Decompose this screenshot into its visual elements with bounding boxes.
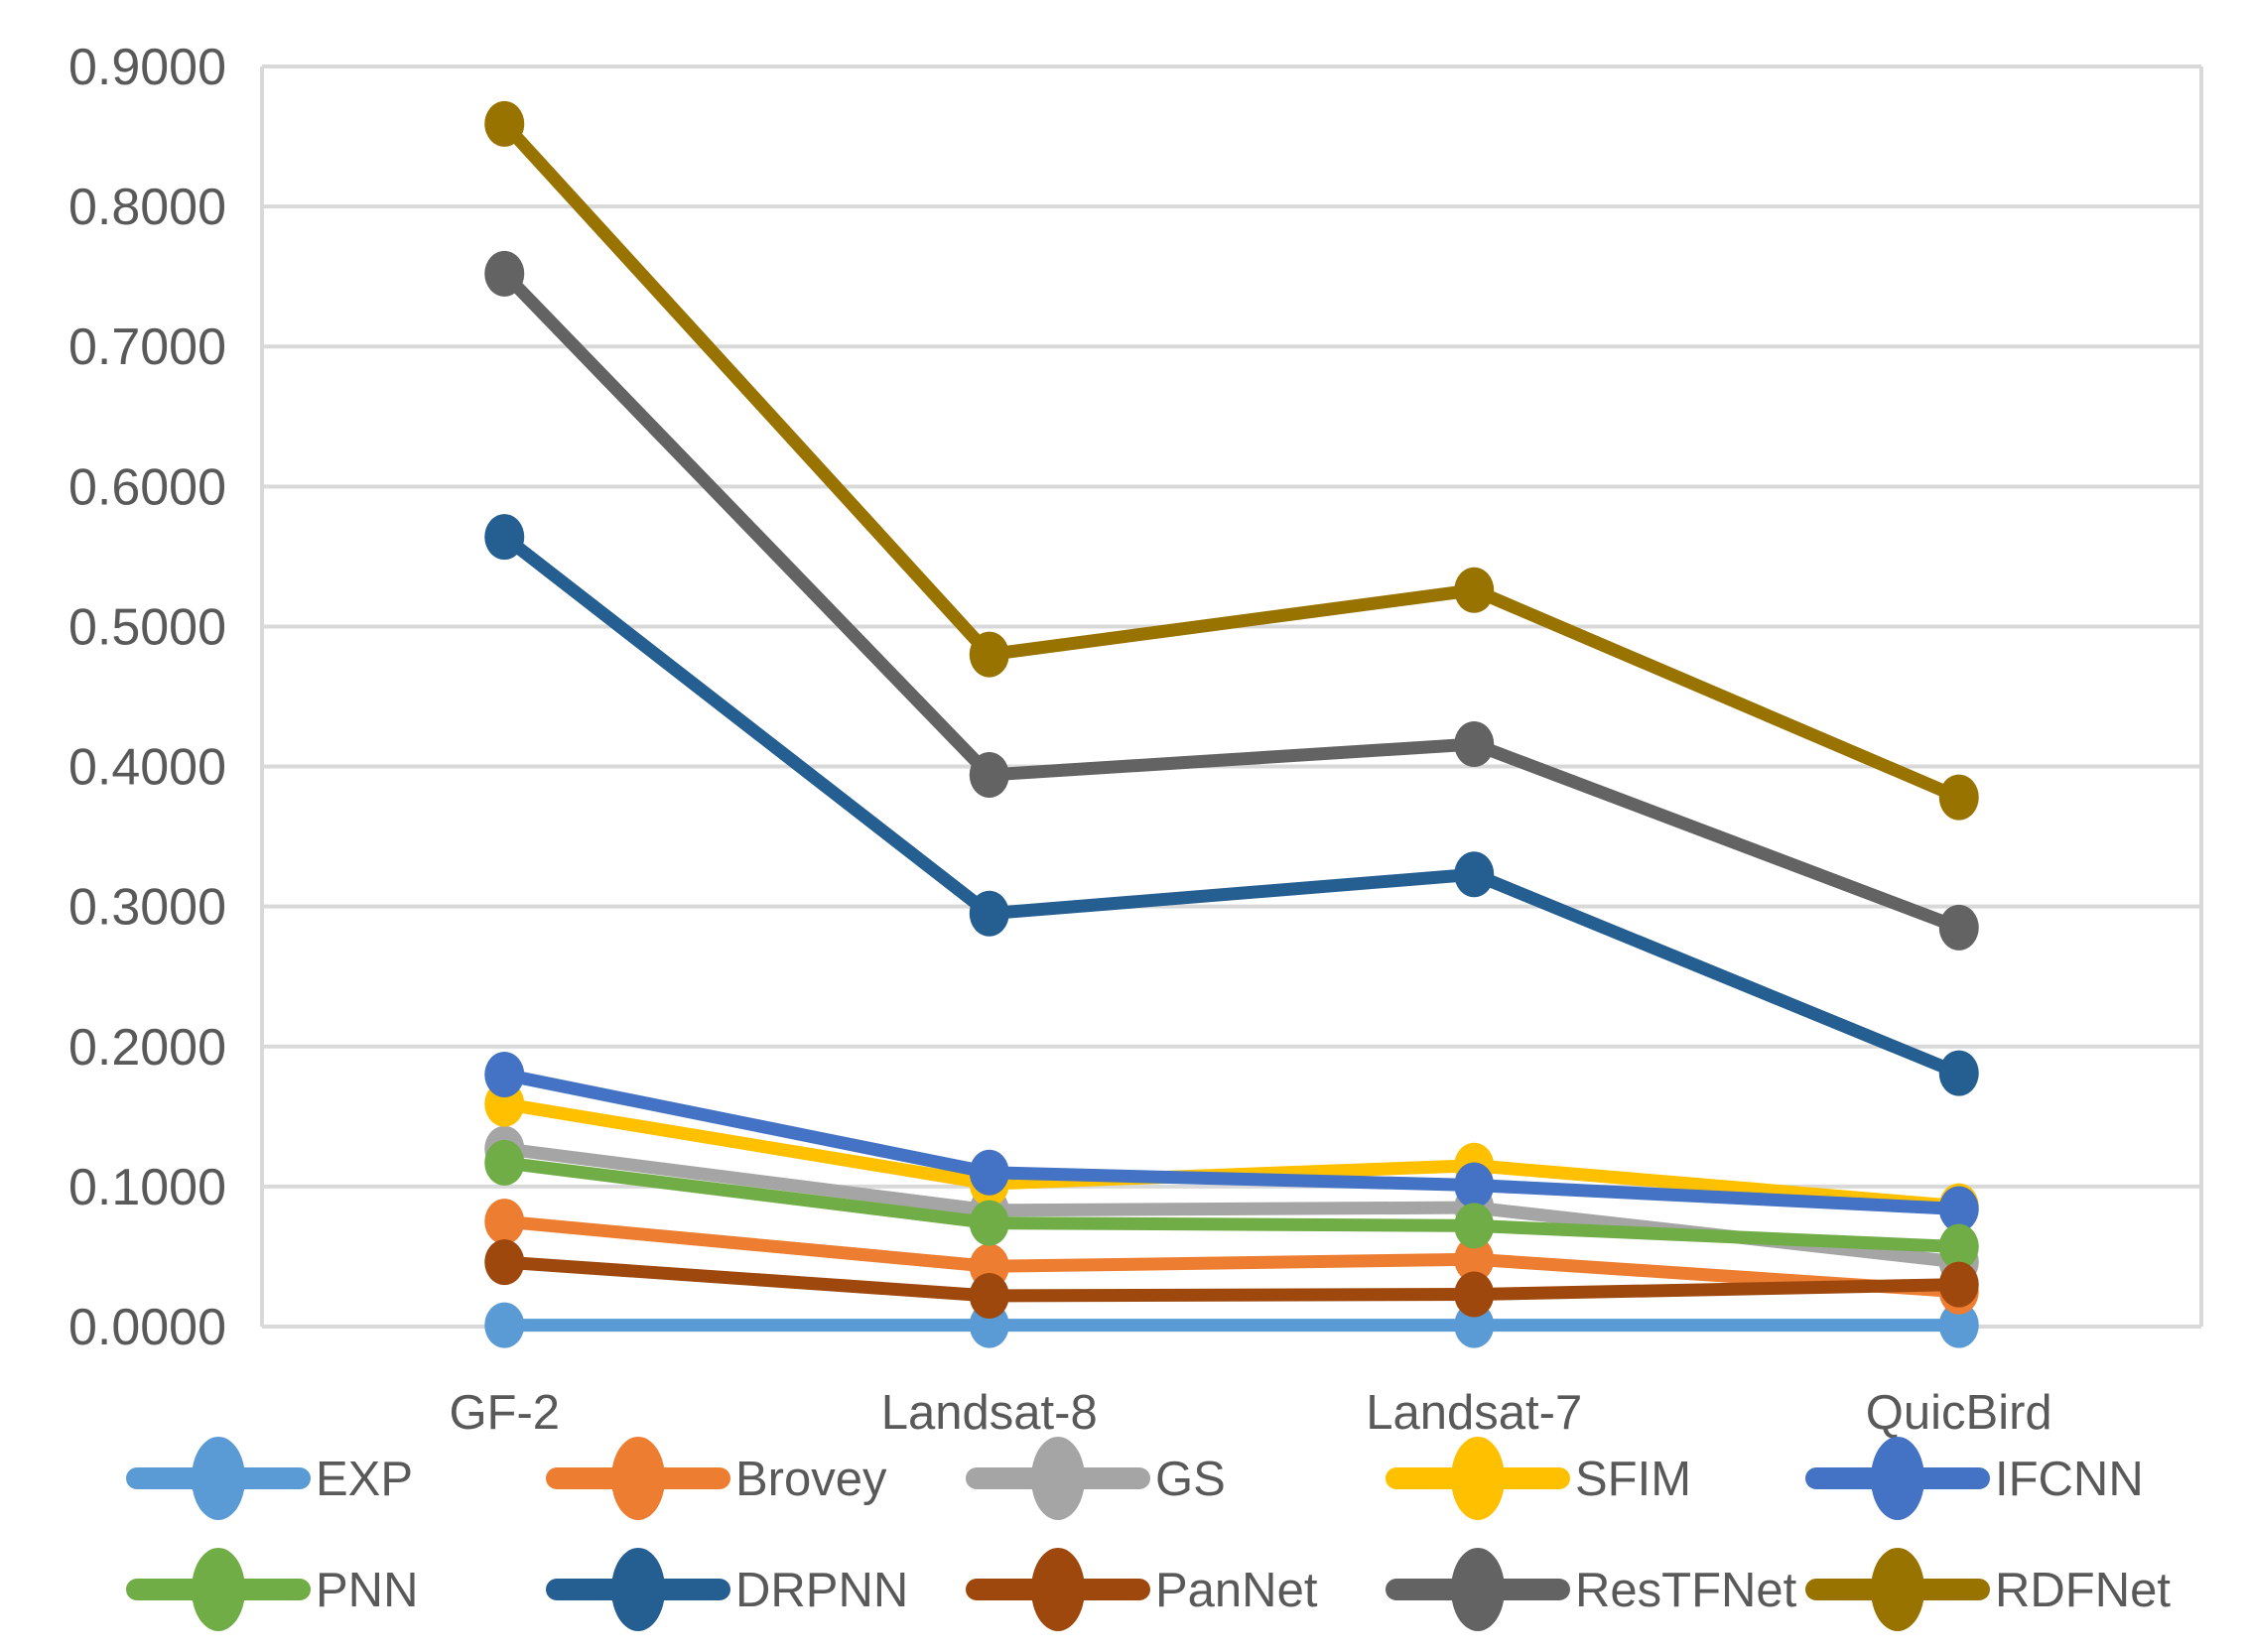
series-marker-restfnet <box>969 752 1009 799</box>
series-line-drpnn <box>497 530 1966 1080</box>
series-marker-drpnn <box>1454 851 1495 898</box>
series-marker-restfnet <box>484 250 525 297</box>
series-marker-ifcnn <box>484 1052 525 1097</box>
series-marker-rdfnet <box>1938 774 1979 821</box>
legend-item-gs: GS <box>966 1437 1226 1520</box>
legend-label: EXP <box>316 1453 413 1506</box>
series-marker-ifcnn <box>1454 1162 1495 1208</box>
series-marker-pannet <box>484 1239 525 1286</box>
legend-label: SFIM <box>1575 1453 1691 1506</box>
series-line-ifcnn <box>497 1068 1966 1215</box>
series-marker-exp <box>484 1302 525 1348</box>
series-line-brovey <box>497 1214 1966 1299</box>
series-marker-rdfnet <box>969 631 1009 678</box>
gridlines <box>262 64 2201 1329</box>
x-category-label: GF-2 <box>449 1386 560 1440</box>
legend-item-ifcnn: IFCNN <box>1805 1437 2144 1520</box>
legend-item-rdfnet: RDFNet <box>1805 1548 2171 1631</box>
series-marker-pannet <box>1938 1261 1979 1308</box>
series-marker-ifcnn <box>969 1149 1009 1196</box>
legend-label: RDFNet <box>1995 1564 2171 1617</box>
series-marker-ifcnn <box>1938 1186 1979 1232</box>
legend-marker-swatch <box>1451 1437 1505 1520</box>
series-marker-drpnn <box>1938 1050 1979 1096</box>
series-line-rdfnet <box>497 117 1966 805</box>
y-tick-label: 0.7000 <box>68 318 226 376</box>
series-marker-drpnn <box>969 890 1009 937</box>
series-marker-pnn <box>969 1200 1009 1246</box>
y-axis-tick-labels: 0.0000 0.1000 0.2000 0.3000 0.4000 0.5000 0.60… <box>68 39 226 1356</box>
axes <box>260 66 2203 1327</box>
series-marker-pannet <box>969 1272 1009 1319</box>
legend-marker-swatch <box>1871 1548 1924 1631</box>
legend-label: Brovey <box>735 1453 887 1506</box>
series-line-restfnet <box>497 267 1966 935</box>
series-marker-drpnn <box>484 514 525 561</box>
y-tick-label: 0.6000 <box>68 458 226 516</box>
y-tick-label: 0.0000 <box>68 1299 226 1356</box>
series-marker-pnn <box>1454 1203 1495 1249</box>
series-layer <box>484 100 1979 1348</box>
x-category-label: Landsat-8 <box>881 1386 1098 1440</box>
series-marker-restfnet <box>1454 720 1495 767</box>
series-marker-restfnet <box>1938 904 1979 951</box>
legend-item-sfim: SFIM <box>1386 1437 1691 1520</box>
legend-marker-swatch <box>192 1548 245 1631</box>
legend-label: PNN <box>316 1564 418 1617</box>
legend-item-restfnet: ResTFNet <box>1386 1548 1797 1631</box>
x-category-label: Landsat-7 <box>1366 1386 1582 1440</box>
legend-item-pannet: PanNet <box>966 1548 1318 1631</box>
legend-marker-swatch <box>1871 1437 1924 1520</box>
legend-label: IFCNN <box>1995 1453 2144 1506</box>
series-line-pnn <box>497 1156 1966 1254</box>
legend: EXP Brovey GS SFIM IFCNN PNN DRPNN PanNet ResTFN… <box>126 1437 2171 1631</box>
legend-item-drpnn: DRPNN <box>546 1548 908 1631</box>
legend-label: DRPNN <box>735 1564 908 1617</box>
series-marker-pannet <box>1454 1271 1495 1318</box>
series-marker-pnn <box>1938 1223 1979 1270</box>
y-tick-label: 0.8000 <box>68 179 226 236</box>
legend-item-brovey: Brovey <box>546 1437 887 1520</box>
x-axis-category-labels: GF-2 Landsat-8 Landsat-7 QuicBird <box>449 1386 2051 1440</box>
legend-item-exp: EXP <box>126 1437 413 1520</box>
series-line-pannet <box>497 1255 1966 1303</box>
legend-marker-swatch <box>611 1437 665 1520</box>
legend-marker-swatch <box>1031 1548 1085 1631</box>
y-tick-label: 0.9000 <box>68 39 226 96</box>
legend-label: GS <box>1155 1453 1226 1506</box>
series-marker-pnn <box>484 1139 525 1186</box>
legend-item-pnn: PNN <box>126 1548 418 1631</box>
x-category-label: QuicBird <box>1866 1386 2052 1440</box>
legend-label: PanNet <box>1155 1564 1318 1617</box>
series-marker-rdfnet <box>484 100 525 147</box>
legend-marker-swatch <box>1451 1548 1505 1631</box>
series-marker-exp <box>1938 1302 1979 1348</box>
y-tick-label: 0.1000 <box>68 1159 226 1216</box>
legend-marker-swatch <box>611 1548 665 1631</box>
series-marker-rdfnet <box>1454 567 1495 613</box>
y-tick-label: 0.5000 <box>68 598 226 656</box>
y-tick-label: 0.4000 <box>68 739 226 797</box>
series-marker-brovey <box>484 1199 525 1245</box>
y-tick-label: 0.2000 <box>68 1019 226 1077</box>
series-marker-brovey <box>1454 1236 1495 1283</box>
legend-marker-swatch <box>192 1437 245 1520</box>
legend-marker-swatch <box>1031 1437 1085 1520</box>
legend-label: ResTFNet <box>1575 1564 1797 1617</box>
y-tick-label: 0.3000 <box>68 879 226 937</box>
